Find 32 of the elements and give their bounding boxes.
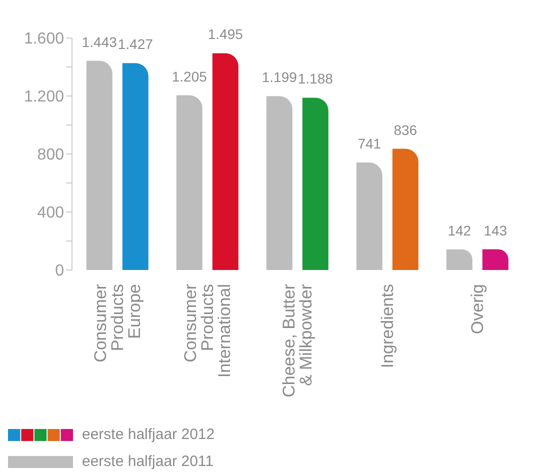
bar	[446, 249, 472, 270]
legend-label: eerste halfjaar 2011	[82, 453, 214, 470]
x-tick-label: Ingredients	[378, 284, 397, 368]
data-label: 1.427	[118, 36, 154, 52]
y-tick-label: 800	[37, 146, 64, 164]
bar	[212, 53, 238, 270]
bar	[356, 162, 382, 270]
data-label: 1.188	[298, 70, 334, 87]
data-label: 1.199	[262, 69, 298, 86]
data-label: 1.495	[208, 26, 244, 42]
y-tick-label: 0	[55, 262, 64, 280]
y-tick-label: 1.200	[24, 88, 64, 106]
legend-label: eerste halfjaar 2012	[82, 426, 215, 443]
data-label: 1.205	[172, 68, 208, 84]
bar	[122, 63, 148, 270]
bar	[86, 60, 112, 270]
bar	[176, 95, 202, 270]
bar	[302, 98, 328, 270]
bar	[266, 96, 292, 270]
x-tick-label: Cheese, Butter & Milkpowder	[280, 284, 316, 398]
data-label: 142	[448, 222, 472, 238]
bar	[482, 249, 508, 270]
data-label: 836	[394, 122, 418, 138]
x-tick-label: Consumer Products Europe	[91, 284, 144, 362]
x-tick-label: Overig	[468, 284, 487, 334]
x-tick-label: Consumer Products International	[181, 284, 234, 378]
bar	[392, 148, 418, 270]
data-label: 143	[484, 222, 508, 238]
y-tick-label: 400	[37, 204, 64, 222]
data-label: 741	[358, 136, 382, 152]
data-label: 1.443	[82, 34, 118, 50]
y-tick-label: 1.600	[24, 30, 64, 48]
